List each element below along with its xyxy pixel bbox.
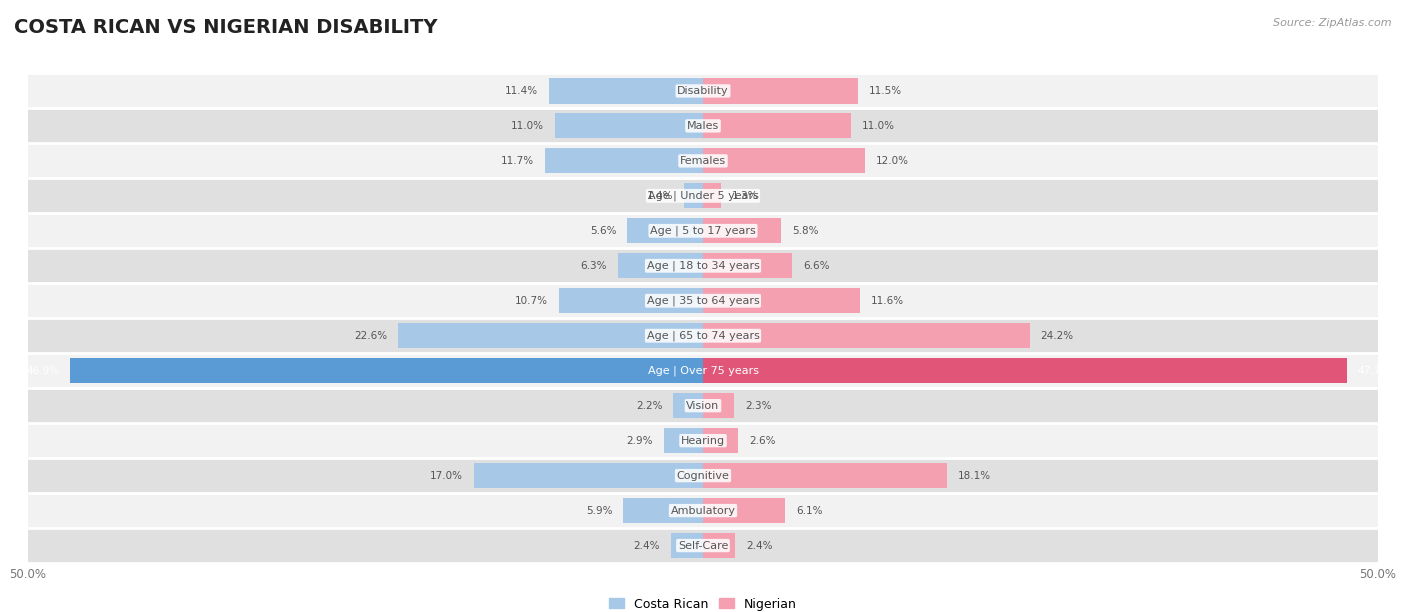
Bar [474,463,703,488]
Bar [703,253,792,278]
Bar [703,463,948,488]
Bar [703,113,852,138]
Text: 10.7%: 10.7% [515,296,548,306]
Bar [703,428,738,453]
FancyBboxPatch shape [28,318,1378,353]
FancyBboxPatch shape [28,214,1378,248]
Text: Age | 35 to 64 years: Age | 35 to 64 years [647,296,759,306]
Text: 11.0%: 11.0% [862,121,896,131]
FancyBboxPatch shape [28,458,1378,493]
Text: 6.1%: 6.1% [796,506,823,515]
Text: Vision: Vision [686,401,720,411]
Bar [703,358,1347,383]
Bar [398,323,703,348]
Bar [671,533,703,558]
Bar [70,358,703,383]
Text: 11.5%: 11.5% [869,86,903,96]
Text: 18.1%: 18.1% [957,471,991,480]
Text: Source: ZipAtlas.com: Source: ZipAtlas.com [1274,18,1392,28]
Bar [627,218,703,244]
FancyBboxPatch shape [28,423,1378,458]
Bar [703,533,735,558]
FancyBboxPatch shape [28,178,1378,214]
Text: Age | 18 to 34 years: Age | 18 to 34 years [647,261,759,271]
Text: Cognitive: Cognitive [676,471,730,480]
FancyBboxPatch shape [28,248,1378,283]
Bar [623,498,703,523]
Bar [550,78,703,103]
Text: Age | Over 75 years: Age | Over 75 years [648,365,758,376]
Bar [703,323,1029,348]
Bar [703,393,734,418]
Bar [619,253,703,278]
Bar [546,148,703,173]
Bar [703,288,859,313]
Text: 11.6%: 11.6% [870,296,904,306]
Text: 11.4%: 11.4% [505,86,538,96]
Text: 2.6%: 2.6% [749,436,775,446]
Text: 2.9%: 2.9% [627,436,652,446]
Text: 11.7%: 11.7% [501,156,534,166]
FancyBboxPatch shape [28,283,1378,318]
Bar [664,428,703,453]
Bar [703,78,858,103]
FancyBboxPatch shape [28,528,1378,563]
Text: 11.0%: 11.0% [510,121,544,131]
Text: 2.2%: 2.2% [636,401,662,411]
Bar [703,218,782,244]
Legend: Costa Rican, Nigerian: Costa Rican, Nigerian [605,592,801,612]
Text: 2.3%: 2.3% [745,401,772,411]
Text: 22.6%: 22.6% [354,330,387,341]
Text: 6.3%: 6.3% [581,261,607,271]
Bar [673,393,703,418]
Bar [685,183,703,209]
FancyBboxPatch shape [28,108,1378,143]
Bar [703,148,865,173]
Text: Ambulatory: Ambulatory [671,506,735,515]
Text: 5.6%: 5.6% [591,226,617,236]
Text: 5.8%: 5.8% [792,226,818,236]
Text: Age | 5 to 17 years: Age | 5 to 17 years [650,226,756,236]
Text: 2.4%: 2.4% [747,540,773,551]
Bar [558,288,703,313]
Text: 46.9%: 46.9% [27,366,59,376]
Text: 24.2%: 24.2% [1040,330,1074,341]
Text: Age | 65 to 74 years: Age | 65 to 74 years [647,330,759,341]
FancyBboxPatch shape [28,73,1378,108]
Text: Disability: Disability [678,86,728,96]
FancyBboxPatch shape [28,353,1378,388]
Text: Age | Under 5 years: Age | Under 5 years [648,190,758,201]
Text: 17.0%: 17.0% [430,471,463,480]
Text: 6.6%: 6.6% [803,261,830,271]
Text: 1.4%: 1.4% [647,191,673,201]
Text: COSTA RICAN VS NIGERIAN DISABILITY: COSTA RICAN VS NIGERIAN DISABILITY [14,18,437,37]
Text: 12.0%: 12.0% [876,156,908,166]
Text: 2.4%: 2.4% [633,540,659,551]
Text: 1.3%: 1.3% [731,191,758,201]
Text: Males: Males [688,121,718,131]
Text: 47.7%: 47.7% [1358,366,1391,376]
Text: Hearing: Hearing [681,436,725,446]
FancyBboxPatch shape [28,388,1378,423]
Bar [554,113,703,138]
FancyBboxPatch shape [28,143,1378,178]
Bar [703,183,720,209]
Text: Females: Females [681,156,725,166]
Text: Self-Care: Self-Care [678,540,728,551]
Bar [703,498,786,523]
Text: 5.9%: 5.9% [586,506,613,515]
FancyBboxPatch shape [28,493,1378,528]
